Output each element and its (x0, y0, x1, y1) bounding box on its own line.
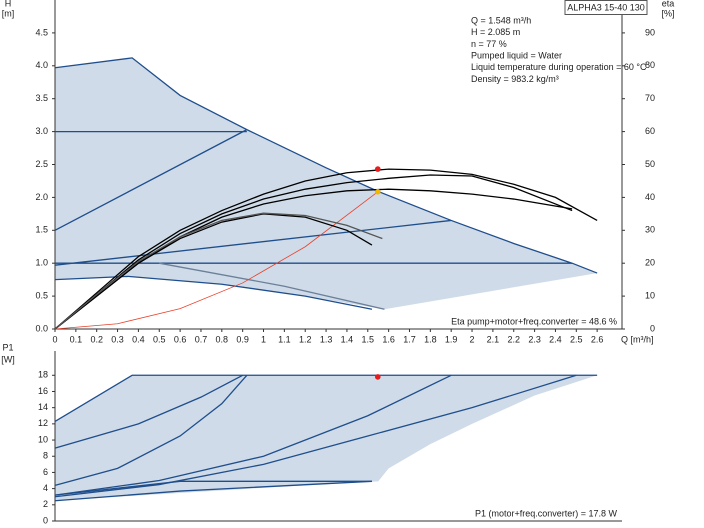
curve (54, 374, 243, 449)
duty-point (374, 166, 381, 172)
y2-tick-label: 50 (645, 159, 655, 169)
y-tick-label: 1.0 (35, 258, 48, 268)
note: Eta pump+motor+freq.converter = 48.6 % (451, 316, 617, 326)
y-tick-label: 8 (43, 451, 48, 461)
x-tick-label: 2.6 (591, 334, 604, 344)
y-tick-label: 14 (38, 402, 48, 412)
curve (54, 374, 598, 422)
x-tick-label: 1.5 (362, 334, 375, 344)
curve (54, 213, 373, 330)
curve (54, 374, 577, 498)
info-line: n = 77 % (471, 39, 507, 49)
y-axis-label: P1 (2, 342, 13, 352)
y2-tick-label: 0 (650, 323, 655, 333)
y-tick-label: 3.5 (35, 93, 48, 103)
y2-tick-label: 60 (645, 126, 655, 136)
x-tick-label: 0.9 (236, 334, 249, 344)
y2-tick-label: 80 (645, 60, 655, 70)
x-tick-label: 1.3 (320, 334, 333, 344)
operating-area (55, 375, 598, 501)
x-tick-label: 1.6 (382, 334, 395, 344)
x-tick-label: 0.3 (111, 334, 124, 344)
x-tick-label: 2.5 (570, 334, 583, 344)
curve (54, 168, 598, 330)
curve (54, 480, 372, 502)
curve (54, 57, 598, 274)
x-axis-label: Q [m³/h] (621, 334, 654, 344)
x-tick-label: 0.7 (195, 334, 208, 344)
curve (54, 480, 372, 496)
y2-tick-label: 30 (645, 225, 655, 235)
y2-tick-label: 20 (645, 258, 655, 268)
y-tick-label: 3.0 (35, 126, 48, 136)
curve (54, 191, 379, 330)
y-tick-label: 4.5 (35, 27, 48, 37)
info-line: Pumped liquid = Water (471, 50, 562, 60)
curve (54, 212, 383, 330)
operating-area (55, 57, 598, 310)
y2-tick-label: 10 (645, 290, 655, 300)
y-tick-label: 18 (38, 370, 48, 380)
x-tick-label: 1.8 (424, 334, 437, 344)
curve (54, 275, 373, 310)
curve (54, 374, 452, 496)
y-tick-label: 4 (43, 483, 48, 493)
curve (54, 219, 452, 266)
x-tick-label: 1.4 (341, 334, 354, 344)
y-tick-label: 1.5 (35, 225, 48, 235)
x-tick-label: 0 (52, 334, 57, 344)
x-tick-label: 2.3 (528, 334, 541, 344)
x-tick-label: 0.1 (70, 334, 83, 344)
curve (54, 374, 248, 487)
x-tick-label: 2.4 (549, 334, 562, 344)
y-axis-label: [m] (2, 8, 15, 18)
x-tick-label: 0.6 (174, 334, 187, 344)
y-tick-label: 6 (43, 467, 48, 477)
y-tick-label: 0 (43, 515, 48, 525)
y-tick-label: 2 (43, 499, 48, 509)
model-box (564, 0, 648, 15)
x-tick-label: 1.1 (278, 334, 291, 344)
info-line: Liquid temperature during operation = 60… (471, 62, 647, 72)
curve (54, 129, 248, 231)
info-line: H = 2.085 m (471, 27, 520, 37)
y2-tick-label: 70 (645, 93, 655, 103)
x-tick-label: 0.2 (90, 334, 103, 344)
y-tick-label: 16 (38, 386, 48, 396)
x-tick-label: 0.5 (153, 334, 166, 344)
y-tick-label: 0.5 (35, 290, 48, 300)
y2-axis-label: eta (662, 0, 675, 8)
y2-axis-label: [%] (661, 8, 674, 18)
x-tick-label: 0.4 (132, 334, 145, 344)
curve (159, 262, 385, 310)
info-line: Q = 1.548 m³/h (471, 15, 531, 25)
info-line: Density = 983.2 kg/m³ (471, 74, 559, 84)
model-label: ALPHA3 15-40 130 (567, 2, 645, 12)
x-tick-label: 2 (470, 334, 475, 344)
note: P1 (motor+freq.converter) = 17.8 W (475, 508, 618, 518)
y2-tick-label: 90 (645, 27, 655, 37)
x-tick-label: 2.2 (507, 334, 520, 344)
y-tick-label: 4.0 (35, 60, 48, 70)
curve (54, 174, 573, 330)
y-tick-label: 10 (38, 434, 48, 444)
duty-point (374, 189, 381, 195)
y-axis-label: H (5, 0, 12, 8)
y-axis-label: [W] (1, 354, 15, 364)
x-tick-label: 0.8 (216, 334, 229, 344)
y-tick-label: 0.0 (35, 323, 48, 333)
x-tick-label: 1.7 (403, 334, 416, 344)
x-tick-label: 2.1 (487, 334, 500, 344)
y2-tick-label: 40 (645, 192, 655, 202)
y-tick-label: 2.0 (35, 192, 48, 202)
x-tick-label: 1 (261, 334, 266, 344)
x-tick-label: 1.2 (299, 334, 312, 344)
y-tick-label: 12 (38, 418, 48, 428)
duty-point (374, 374, 381, 380)
x-tick-label: 1.9 (445, 334, 458, 344)
y-tick-label: 2.5 (35, 159, 48, 169)
